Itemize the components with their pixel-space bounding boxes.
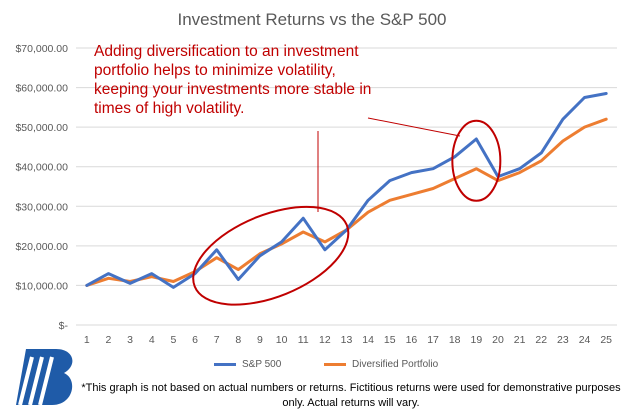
x-tick-label: 24 — [579, 334, 591, 346]
annotation-text: Adding diversification to an investment … — [94, 43, 372, 117]
x-axis-tick-labels: 1 2 3 4 5 6 7 8 9 10 11 12 13 14 15 16 17 18 19 20 21 22 23 24 2… — [84, 334, 612, 346]
x-tick-label: 7 — [214, 334, 220, 346]
x-tick-label: 12 — [319, 334, 331, 346]
y-tick-label: $30,000.00 — [15, 201, 68, 213]
x-tick-label: 22 — [535, 334, 547, 346]
x-tick-label: 23 — [557, 334, 569, 346]
x-tick-label: 8 — [235, 334, 241, 346]
x-tick-label: 19 — [470, 334, 482, 346]
series-line-diversified — [85, 117, 608, 287]
y-tick-label: $20,000.00 — [15, 241, 68, 253]
x-tick-label: 2 — [106, 334, 112, 346]
legend-label-diversified: Diversified Portfolio — [352, 359, 439, 370]
footnote: *This graph is not based on actual numbe… — [81, 382, 621, 409]
x-tick-label: 16 — [406, 334, 418, 346]
x-tick-label: 6 — [192, 334, 198, 346]
y-tick-label: $60,000.00 — [15, 83, 68, 95]
x-tick-label: 17 — [427, 334, 439, 346]
x-tick-label: 21 — [514, 334, 526, 346]
chart-title: Investment Returns vs the S&P 500 — [177, 10, 447, 29]
y-tick-label: $50,000.00 — [15, 122, 68, 134]
y-tick-label: $70,000.00 — [15, 43, 68, 55]
x-tick-label: 10 — [276, 334, 288, 346]
y-axis-tick-labels: $- $10,000.00 $20,000.00 $30,000.00 $40,000.… — [15, 43, 68, 332]
highlight-ellipse-left — [192, 205, 350, 306]
x-tick-label: 18 — [449, 334, 461, 346]
legend-label-sp500: S&P 500 — [242, 359, 282, 370]
x-tick-label: 13 — [341, 334, 353, 346]
x-tick-label: 4 — [149, 334, 155, 346]
company-logo — [12, 345, 80, 407]
series-lines — [85, 92, 608, 289]
x-tick-label: 11 — [298, 334, 309, 346]
y-tick-label: $10,000.00 — [15, 280, 68, 292]
legend-swatch-sp500 — [214, 362, 236, 366]
x-tick-label: 5 — [170, 334, 176, 346]
series-line-sp500 — [85, 92, 608, 289]
highlight-circles — [192, 117, 502, 306]
x-tick-label: 3 — [127, 334, 133, 346]
legend-item-sp500: S&P 500 — [214, 359, 281, 370]
legend-swatch-diversified — [324, 362, 346, 366]
x-tick-label: 14 — [362, 334, 374, 346]
y-tick-label: $- — [59, 320, 69, 332]
y-tick-label: $40,000.00 — [15, 162, 68, 174]
x-tick-label: 9 — [257, 334, 263, 346]
x-tick-label: 1 — [84, 334, 90, 346]
x-tick-label: 20 — [492, 334, 504, 346]
legend-item-diversified: Diversified Portfolio — [324, 359, 438, 370]
highlight-ellipse-right — [451, 119, 502, 202]
legend: S&P 500 Diversified Portfolio — [214, 359, 484, 375]
x-tick-label: 15 — [384, 334, 396, 346]
x-tick-label: 25 — [600, 334, 612, 346]
annotation-pointer-right — [367, 117, 461, 137]
